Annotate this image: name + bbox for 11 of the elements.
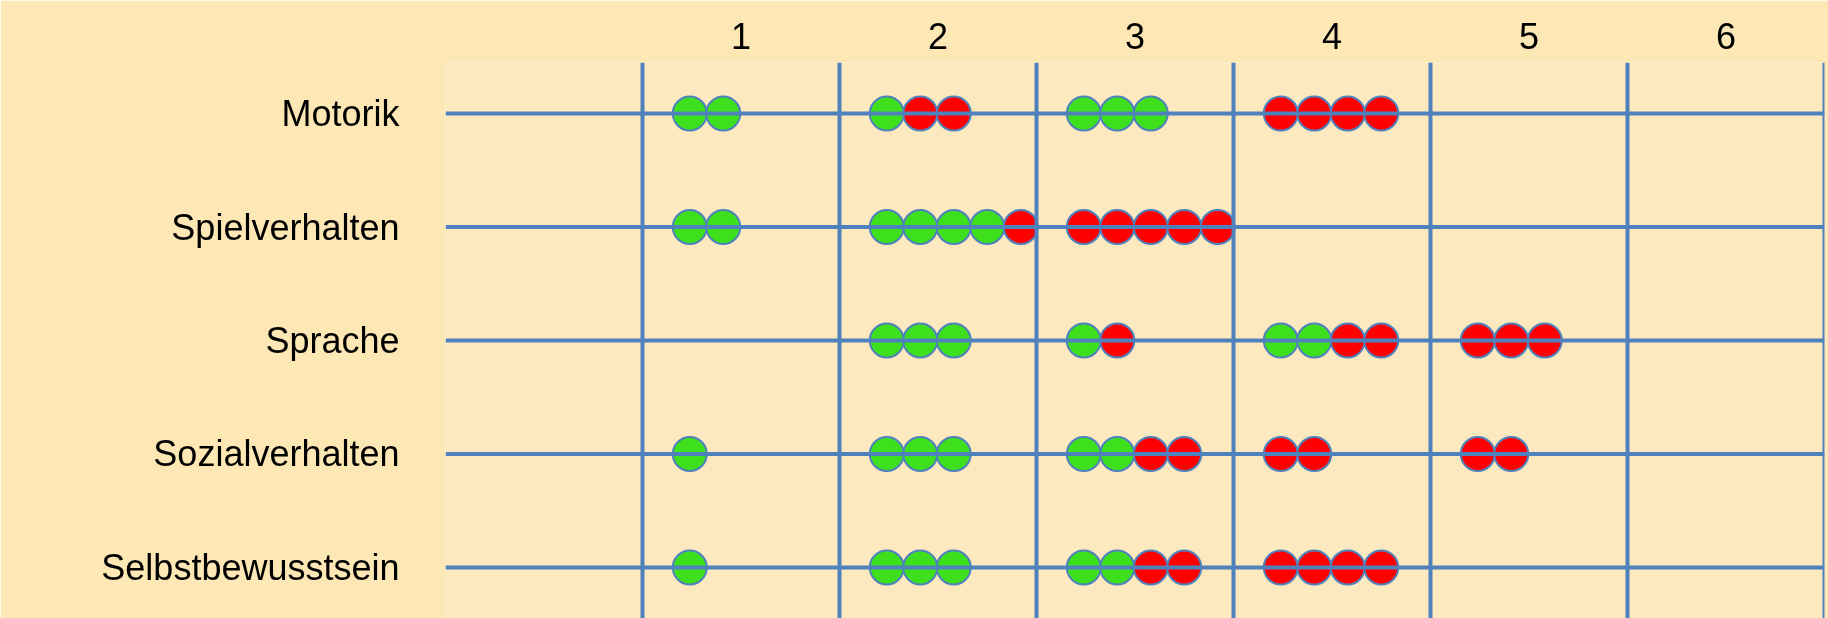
x-tick-label: 4 — [1321, 15, 1343, 57]
x-tick-label: 3 — [1124, 15, 1146, 57]
x-tick-label: 2 — [927, 15, 949, 57]
y-tick-label: Sprache — [265, 320, 400, 361]
y-tick-label: Spielverhalten — [171, 206, 400, 248]
y-tick-label: Motorik — [281, 93, 401, 135]
x-tick-label: 1 — [730, 15, 752, 57]
x-tick-label: 5 — [1518, 15, 1540, 57]
y-tick-label: Selbstbewusstsein — [101, 546, 400, 588]
y-tick-label: Sozialverhalten — [153, 433, 400, 475]
x-tick-label: 6 — [1715, 15, 1737, 57]
